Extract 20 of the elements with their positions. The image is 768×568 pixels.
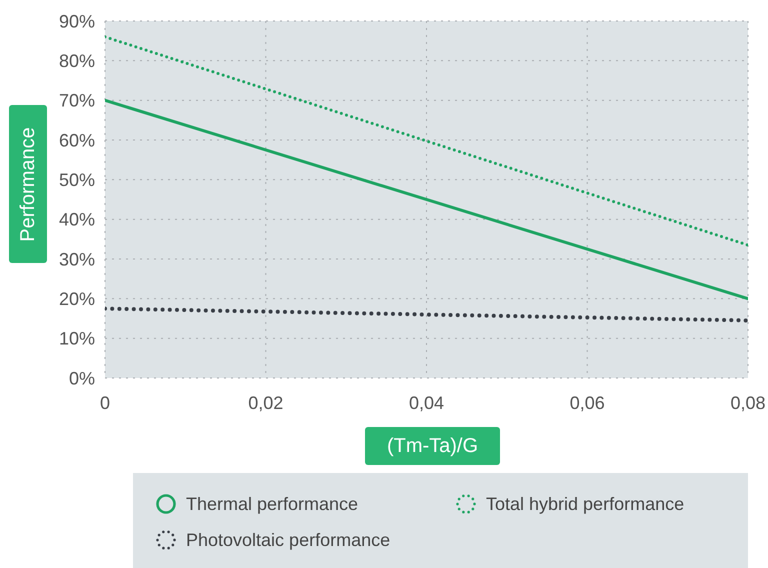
y-tick-label: 90%: [58, 11, 95, 32]
y-tick-label: 40%: [58, 210, 95, 230]
x-tick-label: 0,04: [408, 392, 444, 413]
y-tick-label: 20%: [58, 289, 95, 310]
x-tick-label: 0,06: [570, 392, 605, 413]
y-tick-label: 0%: [68, 368, 95, 388]
y-axis-title: Performance: [16, 126, 40, 242]
y-tick-label: 30%: [58, 249, 95, 270]
x-axis-title: (Tm-Ta)/G: [365, 427, 500, 465]
legend-label: Photovoltaic performance: [186, 530, 390, 550]
x-tick-label: 0,08: [730, 392, 766, 413]
y-tick-label: 70%: [58, 90, 95, 111]
legend-label: Total hybrid performance: [486, 494, 684, 514]
y-tick-label: 50%: [58, 170, 95, 190]
x-tick-label: 0,02: [248, 392, 284, 413]
legend-label: Thermal performance: [186, 494, 358, 514]
y-tick-label: 80%: [58, 51, 95, 72]
y-tick-label: 60%: [58, 130, 95, 150]
x-tick-label: 0: [100, 392, 110, 413]
y-tick-label: 10%: [58, 328, 95, 349]
